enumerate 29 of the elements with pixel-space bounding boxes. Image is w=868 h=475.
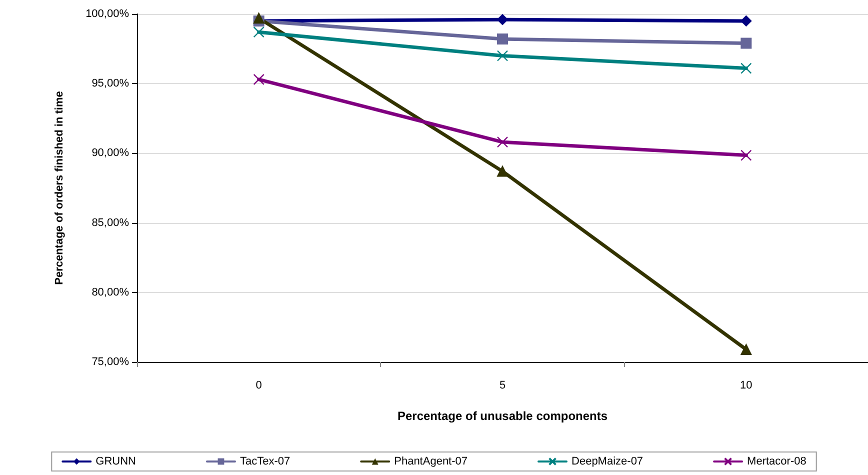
point xyxy=(497,34,508,45)
point xyxy=(740,62,752,74)
point xyxy=(253,26,264,38)
y-tick-label: 100,00% xyxy=(86,8,130,20)
y-tick-label: 85,00% xyxy=(92,216,130,229)
point xyxy=(740,38,752,49)
x-axis-title: Percentage of unusable components xyxy=(397,409,608,423)
point xyxy=(496,50,508,62)
x-tick-label: 5 xyxy=(499,380,506,392)
point xyxy=(253,12,264,24)
point xyxy=(740,344,752,355)
point xyxy=(253,74,264,86)
point xyxy=(496,136,508,148)
legend-label: Mertacor-08 xyxy=(747,456,806,468)
y-tick-label: 75,00% xyxy=(92,356,130,368)
y-tick-label: 80,00% xyxy=(92,286,130,298)
point xyxy=(740,150,752,161)
legend-label: DeepMaize-07 xyxy=(572,456,644,468)
point xyxy=(497,14,508,26)
point xyxy=(497,166,508,177)
x-tick-label: 0 xyxy=(256,380,262,392)
legend-label: GRUNN xyxy=(96,456,136,468)
y-axis-title: Percentage of orders finished in time xyxy=(54,91,66,285)
x-tick-label: 10 xyxy=(740,380,752,392)
y-tick-label: 90,00% xyxy=(92,147,130,160)
legend-label: PhantAgent-07 xyxy=(394,456,468,468)
y-tick-label: 95,00% xyxy=(92,78,130,90)
point xyxy=(740,15,752,26)
legend-label: TacTex-07 xyxy=(240,456,290,468)
